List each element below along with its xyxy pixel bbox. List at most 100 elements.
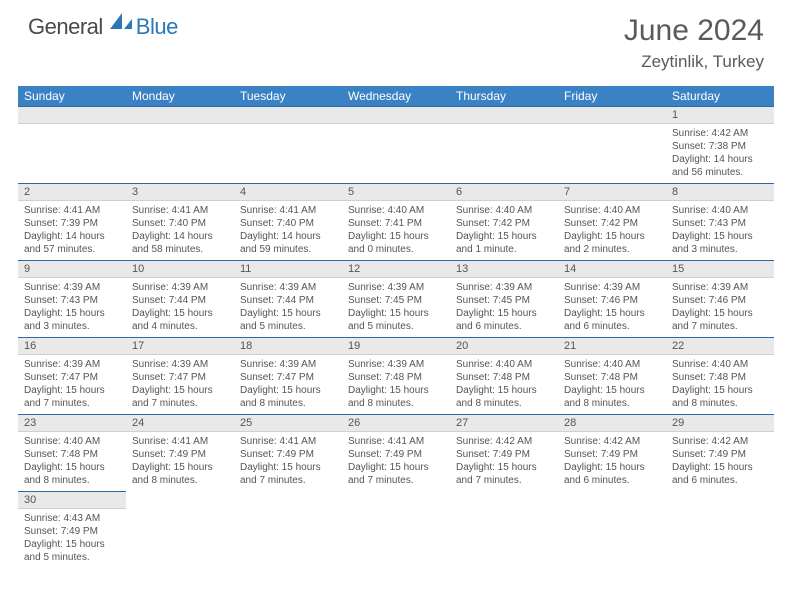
day-details: Sunrise: 4:40 AMSunset: 7:43 PMDaylight:…: [666, 201, 774, 260]
day: 23Sunrise: 4:40 AMSunset: 7:48 PMDayligh…: [18, 414, 126, 491]
day-details: Sunrise: 4:39 AMSunset: 7:46 PMDaylight:…: [558, 278, 666, 337]
weekday-header-row: Sunday Monday Tuesday Wednesday Thursday…: [18, 86, 774, 106]
day: 20Sunrise: 4:40 AMSunset: 7:48 PMDayligh…: [450, 337, 558, 414]
calendar-cell: 10Sunrise: 4:39 AMSunset: 7:44 PMDayligh…: [126, 260, 234, 337]
calendar-cell: 18Sunrise: 4:39 AMSunset: 7:47 PMDayligh…: [234, 337, 342, 414]
day-details: Sunrise: 4:39 AMSunset: 7:45 PMDaylight:…: [342, 278, 450, 337]
calendar-cell: [342, 491, 450, 568]
day-details: Sunrise: 4:43 AMSunset: 7:49 PMDaylight:…: [18, 509, 126, 568]
day-details: Sunrise: 4:39 AMSunset: 7:44 PMDaylight:…: [126, 278, 234, 337]
calendar-cell: 24Sunrise: 4:41 AMSunset: 7:49 PMDayligh…: [126, 414, 234, 491]
day-number: 6: [450, 184, 558, 201]
day: 19Sunrise: 4:39 AMSunset: 7:48 PMDayligh…: [342, 337, 450, 414]
calendar-cell: [558, 106, 666, 183]
calendar-cell: 26Sunrise: 4:41 AMSunset: 7:49 PMDayligh…: [342, 414, 450, 491]
day: 15Sunrise: 4:39 AMSunset: 7:46 PMDayligh…: [666, 260, 774, 337]
day-details: Sunrise: 4:39 AMSunset: 7:43 PMDaylight:…: [18, 278, 126, 337]
empty-cell: [342, 106, 450, 174]
day: 26Sunrise: 4:41 AMSunset: 7:49 PMDayligh…: [342, 414, 450, 491]
day-details: Sunrise: 4:39 AMSunset: 7:47 PMDaylight:…: [234, 355, 342, 414]
calendar-cell: 23Sunrise: 4:40 AMSunset: 7:48 PMDayligh…: [18, 414, 126, 491]
empty-cell: [558, 106, 666, 174]
day: 29Sunrise: 4:42 AMSunset: 7:49 PMDayligh…: [666, 414, 774, 491]
day: 4Sunrise: 4:41 AMSunset: 7:40 PMDaylight…: [234, 183, 342, 260]
calendar-cell: 19Sunrise: 4:39 AMSunset: 7:48 PMDayligh…: [342, 337, 450, 414]
calendar-cell: [450, 106, 558, 183]
calendar-cell: [558, 491, 666, 568]
calendar-cell: [666, 491, 774, 568]
calendar-cell: 12Sunrise: 4:39 AMSunset: 7:45 PMDayligh…: [342, 260, 450, 337]
day-details: Sunrise: 4:39 AMSunset: 7:47 PMDaylight:…: [18, 355, 126, 414]
calendar-cell: 21Sunrise: 4:40 AMSunset: 7:48 PMDayligh…: [558, 337, 666, 414]
calendar-cell: [18, 106, 126, 183]
day-number: 8: [666, 184, 774, 201]
calendar-cell: 16Sunrise: 4:39 AMSunset: 7:47 PMDayligh…: [18, 337, 126, 414]
day-number: 26: [342, 415, 450, 432]
day-number: 2: [18, 184, 126, 201]
day: 12Sunrise: 4:39 AMSunset: 7:45 PMDayligh…: [342, 260, 450, 337]
calendar-cell: [126, 106, 234, 183]
day-number: 17: [126, 338, 234, 355]
empty-cell: [18, 106, 126, 174]
day-number: 29: [666, 415, 774, 432]
empty-cell: [234, 106, 342, 174]
day-number: 1: [666, 107, 774, 124]
calendar-row: 1Sunrise: 4:42 AMSunset: 7:38 PMDaylight…: [18, 106, 774, 183]
location-subtitle: Zeytinlik, Turkey: [624, 52, 764, 72]
calendar-row: 16Sunrise: 4:39 AMSunset: 7:47 PMDayligh…: [18, 337, 774, 414]
day-details: Sunrise: 4:40 AMSunset: 7:48 PMDaylight:…: [450, 355, 558, 414]
day: 2Sunrise: 4:41 AMSunset: 7:39 PMDaylight…: [18, 183, 126, 260]
calendar-cell: 9Sunrise: 4:39 AMSunset: 7:43 PMDaylight…: [18, 260, 126, 337]
calendar-cell: [126, 491, 234, 568]
day: 3Sunrise: 4:41 AMSunset: 7:40 PMDaylight…: [126, 183, 234, 260]
day-number: 19: [342, 338, 450, 355]
day-details: Sunrise: 4:41 AMSunset: 7:49 PMDaylight:…: [234, 432, 342, 491]
calendar-cell: 17Sunrise: 4:39 AMSunset: 7:47 PMDayligh…: [126, 337, 234, 414]
day-number: 15: [666, 261, 774, 278]
calendar-cell: [234, 106, 342, 183]
day: 7Sunrise: 4:40 AMSunset: 7:42 PMDaylight…: [558, 183, 666, 260]
empty-cell: [450, 106, 558, 174]
day-number: 3: [126, 184, 234, 201]
day-number: 9: [18, 261, 126, 278]
calendar-cell: [234, 491, 342, 568]
calendar-cell: 14Sunrise: 4:39 AMSunset: 7:46 PMDayligh…: [558, 260, 666, 337]
calendar-cell: 8Sunrise: 4:40 AMSunset: 7:43 PMDaylight…: [666, 183, 774, 260]
day-details: Sunrise: 4:40 AMSunset: 7:48 PMDaylight:…: [18, 432, 126, 491]
day-details: Sunrise: 4:39 AMSunset: 7:47 PMDaylight:…: [126, 355, 234, 414]
day-number: 28: [558, 415, 666, 432]
day-number: 30: [18, 492, 126, 509]
day-details: Sunrise: 4:40 AMSunset: 7:41 PMDaylight:…: [342, 201, 450, 260]
day: 27Sunrise: 4:42 AMSunset: 7:49 PMDayligh…: [450, 414, 558, 491]
day-details: Sunrise: 4:40 AMSunset: 7:42 PMDaylight:…: [558, 201, 666, 260]
day-details: Sunrise: 4:40 AMSunset: 7:48 PMDaylight:…: [666, 355, 774, 414]
weekday-tuesday: Tuesday: [234, 86, 342, 106]
day-number: 20: [450, 338, 558, 355]
calendar-cell: 11Sunrise: 4:39 AMSunset: 7:44 PMDayligh…: [234, 260, 342, 337]
calendar-body: 1Sunrise: 4:42 AMSunset: 7:38 PMDaylight…: [18, 106, 774, 568]
calendar-cell: 13Sunrise: 4:39 AMSunset: 7:45 PMDayligh…: [450, 260, 558, 337]
calendar-cell: 6Sunrise: 4:40 AMSunset: 7:42 PMDaylight…: [450, 183, 558, 260]
day-details: Sunrise: 4:39 AMSunset: 7:46 PMDaylight:…: [666, 278, 774, 337]
day: 5Sunrise: 4:40 AMSunset: 7:41 PMDaylight…: [342, 183, 450, 260]
day-number: 22: [666, 338, 774, 355]
day-number: 25: [234, 415, 342, 432]
day-details: Sunrise: 4:42 AMSunset: 7:49 PMDaylight:…: [666, 432, 774, 491]
day-number: 11: [234, 261, 342, 278]
calendar-row: 2Sunrise: 4:41 AMSunset: 7:39 PMDaylight…: [18, 183, 774, 260]
calendar-cell: 20Sunrise: 4:40 AMSunset: 7:48 PMDayligh…: [450, 337, 558, 414]
day: 22Sunrise: 4:40 AMSunset: 7:48 PMDayligh…: [666, 337, 774, 414]
day: 24Sunrise: 4:41 AMSunset: 7:49 PMDayligh…: [126, 414, 234, 491]
day: 17Sunrise: 4:39 AMSunset: 7:47 PMDayligh…: [126, 337, 234, 414]
day-details: Sunrise: 4:41 AMSunset: 7:39 PMDaylight:…: [18, 201, 126, 260]
weekday-monday: Monday: [126, 86, 234, 106]
calendar-cell: 22Sunrise: 4:40 AMSunset: 7:48 PMDayligh…: [666, 337, 774, 414]
calendar-cell: [450, 491, 558, 568]
day-details: Sunrise: 4:39 AMSunset: 7:48 PMDaylight:…: [342, 355, 450, 414]
logo-text-general: General: [28, 14, 103, 40]
day-details: Sunrise: 4:41 AMSunset: 7:40 PMDaylight:…: [234, 201, 342, 260]
day: 9Sunrise: 4:39 AMSunset: 7:43 PMDaylight…: [18, 260, 126, 337]
header: General Blue June 2024 Zeytinlik, Turkey: [0, 0, 792, 78]
day-details: Sunrise: 4:39 AMSunset: 7:44 PMDaylight:…: [234, 278, 342, 337]
calendar-row: 23Sunrise: 4:40 AMSunset: 7:48 PMDayligh…: [18, 414, 774, 491]
